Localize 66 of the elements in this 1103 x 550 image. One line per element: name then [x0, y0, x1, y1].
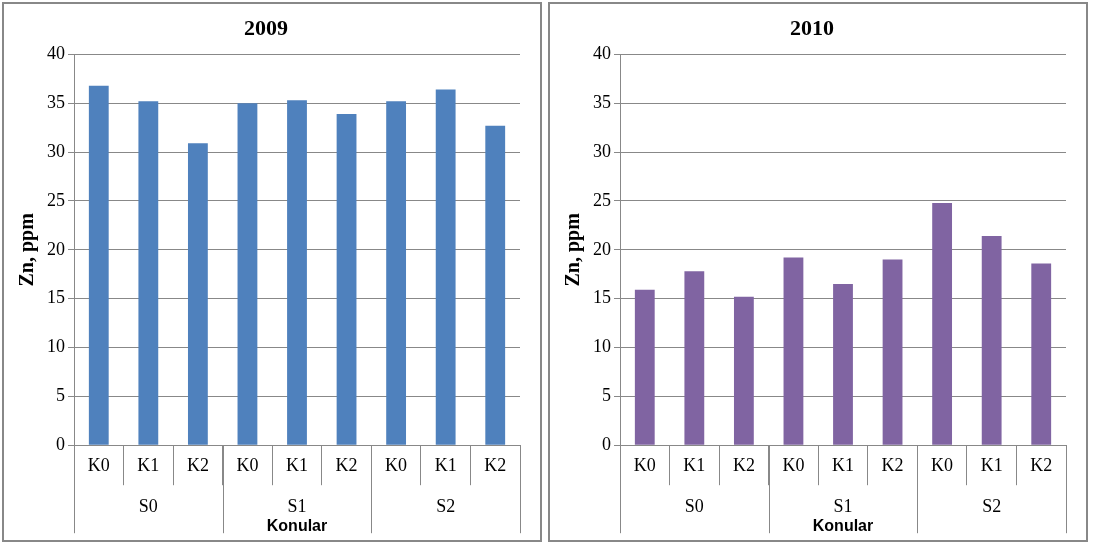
y-tick-label: 40 [593, 43, 611, 64]
x-tick-label: K2 [1030, 454, 1053, 475]
chart-title: 2009 [244, 14, 288, 40]
text: S1 [287, 495, 307, 516]
y-tick-label: 0 [56, 433, 65, 454]
bar [634, 289, 655, 445]
x-tick-label: K1 [683, 454, 706, 475]
x-tick-label: K0 [782, 454, 805, 475]
y-axis-title: Zn, ppm [15, 212, 39, 287]
x-tick-label: K0 [236, 454, 259, 475]
x-tick-label: K1 [286, 454, 308, 475]
y-tick-label: 10 [593, 336, 611, 357]
x-tick-label: K2 [732, 454, 755, 475]
y-tick-label: 35 [593, 91, 611, 112]
y-tick-label: 10 [47, 336, 65, 357]
bar [981, 236, 1002, 445]
bar [833, 284, 853, 445]
bar [138, 101, 159, 445]
y-tick-label: 30 [47, 140, 65, 161]
y-tick-label: 15 [47, 287, 65, 308]
y-tick-label: 5 [602, 385, 611, 406]
x-tick-label: K0 [633, 454, 656, 475]
y-tick-label: 30 [593, 140, 611, 161]
y-tick-label: 40 [47, 43, 65, 64]
bar [783, 257, 804, 445]
bar [684, 271, 705, 445]
y-tick-label: 20 [593, 238, 611, 259]
y-axis-title: Zn, ppm [561, 212, 585, 287]
y-tick-label: 0 [602, 433, 611, 454]
x-tick-label: K2 [881, 454, 904, 475]
x-tick-label: K1 [434, 454, 457, 475]
bar [932, 202, 953, 445]
y-tick-label: 5 [56, 385, 65, 406]
bar [882, 259, 903, 445]
x-tick-label: K1 [980, 454, 1003, 475]
bar [1031, 263, 1052, 445]
y-tick-label: 35 [47, 91, 65, 112]
x-axis-title: Konular [812, 516, 874, 534]
x-tick-label: K0 [931, 454, 954, 475]
bar [287, 100, 307, 445]
bar [237, 103, 258, 445]
x-tick-label: K1 [137, 454, 160, 475]
text: S2 [436, 495, 456, 516]
bar [336, 114, 357, 445]
x-tick-label: K0 [385, 454, 408, 475]
bar [187, 143, 208, 445]
text: S1 [833, 495, 853, 516]
bar [485, 125, 506, 445]
x-tick-label: K0 [87, 454, 110, 475]
y-tick-label: 20 [47, 238, 65, 259]
chart-title: 2010 [790, 14, 834, 40]
x-tick-label: K2 [484, 454, 507, 475]
x-tick-label: K2 [186, 454, 209, 475]
text: S0 [138, 495, 158, 516]
y-tick-label: 25 [47, 189, 65, 210]
bar [88, 85, 109, 445]
text: S2 [982, 495, 1002, 516]
x-axis-title: Konular [266, 516, 328, 534]
y-tick-label: 25 [593, 189, 611, 210]
bar [386, 101, 407, 445]
x-tick-label: K1 [832, 454, 854, 475]
bar [733, 296, 754, 445]
bar [435, 89, 456, 445]
text: S0 [684, 495, 704, 516]
y-tick-label: 15 [593, 287, 611, 308]
x-tick-label: K2 [335, 454, 358, 475]
